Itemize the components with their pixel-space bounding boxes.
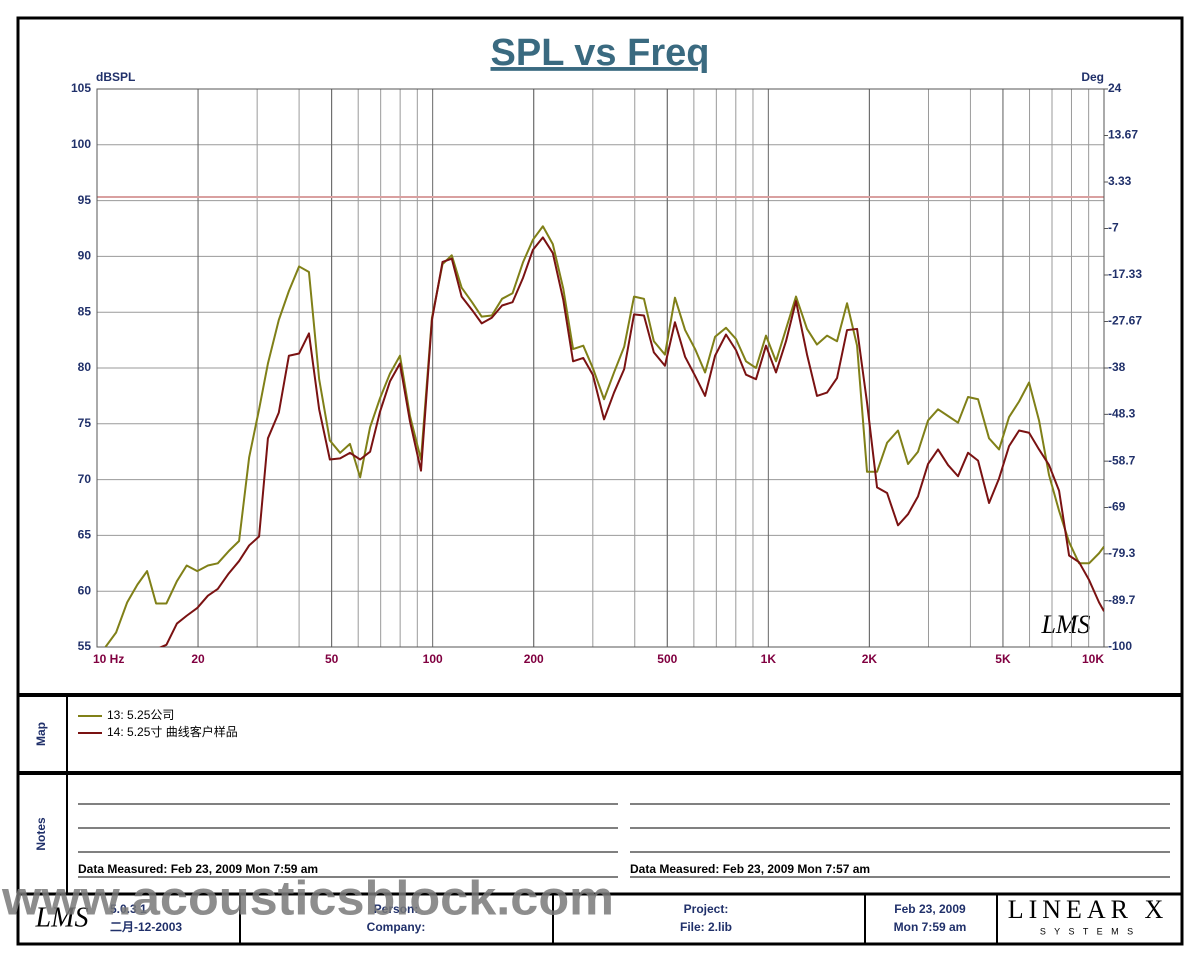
footer-logo: LMS: [35, 902, 89, 933]
x-tick-label: 1K: [761, 652, 777, 666]
x-tick-label: 2K: [862, 652, 878, 666]
y-tick-label: 80: [78, 360, 92, 374]
y2-tick-label: -27.67: [1108, 314, 1142, 328]
footer-time: Mon 7:59 am: [894, 920, 967, 934]
y2-tick-label: 24: [1108, 81, 1122, 95]
footer-version: 5.0.3 1: [110, 902, 147, 916]
y2-tick-label: 3.33: [1108, 174, 1132, 188]
y-tick-label: 100: [71, 137, 91, 151]
y-tick-label: 65: [78, 528, 92, 542]
footer-version-date: 二月-12-2003: [110, 920, 182, 934]
y2-axis-label: Deg: [1081, 70, 1104, 84]
notes-label: Notes: [34, 817, 48, 851]
x-tick-label: 500: [657, 652, 677, 666]
plot-logo: LMS: [1040, 610, 1090, 639]
y-tick-label: 85: [78, 304, 92, 318]
series-line: [104, 225, 1104, 647]
y-tick-label: 90: [78, 249, 92, 263]
legend-label: 14: 5.25寸 曲线客户样品: [107, 724, 238, 739]
x-tick-label: 10 Hz: [93, 652, 124, 666]
y2-tick-label: -7: [1108, 221, 1119, 235]
footer-project: Project:: [684, 902, 729, 916]
outer-frame: [16, 16, 1184, 946]
map-label: Map: [34, 722, 48, 746]
y2-tick-label: -17.33: [1108, 267, 1142, 281]
y2-tick-label: -69: [1108, 500, 1126, 514]
x-tick-label: 100: [423, 652, 443, 666]
footer-file: File: 2.lib: [680, 920, 732, 934]
y2-tick-label: -58.7: [1108, 453, 1136, 467]
x-tick-label: 50: [325, 652, 339, 666]
note: Data Measured: Feb 23, 2009 Mon 7:59 am: [78, 862, 318, 876]
y-axis-label: dBSPL: [96, 70, 135, 84]
legend-label: 13: 5.25公司: [107, 708, 174, 722]
y2-tick-label: -89.7: [1108, 593, 1136, 607]
footer-date: Feb 23, 2009: [894, 902, 966, 916]
y-tick-label: 60: [78, 583, 92, 597]
plot-frame: [96, 88, 1105, 648]
y-tick-label: 70: [78, 472, 92, 486]
watermark: www.acousticsblock.com: [1, 873, 614, 926]
footer-brand-sub: S Y S T E M S: [1040, 926, 1136, 936]
y-tick-label: 75: [78, 416, 92, 430]
footer-company: Company:: [367, 920, 426, 934]
y2-tick-label: -38: [1108, 360, 1126, 374]
note: Data Measured: Feb 23, 2009 Mon 7:57 am: [630, 862, 870, 876]
footer-person: Person:: [374, 902, 419, 916]
y2-tick-label: 13.67: [1108, 128, 1138, 142]
y-tick-label: 105: [71, 81, 91, 95]
x-tick-label: 10K: [1082, 652, 1104, 666]
x-tick-label: 20: [191, 652, 205, 666]
series-line: [158, 236, 1104, 647]
chart-title: SPL vs Freq: [491, 32, 710, 74]
y-tick-label: 55: [78, 639, 92, 653]
x-tick-label: 200: [524, 652, 544, 666]
footer-brand: LINEAR X: [1008, 895, 1169, 924]
note-lines: [78, 803, 1170, 878]
y2-tick-label: -79.3: [1108, 546, 1136, 560]
x-tick-label: 5K: [995, 652, 1011, 666]
y-tick-label: 95: [78, 193, 92, 207]
y2-tick-label: -100: [1108, 639, 1132, 653]
y2-tick-label: -48.3: [1108, 407, 1136, 421]
